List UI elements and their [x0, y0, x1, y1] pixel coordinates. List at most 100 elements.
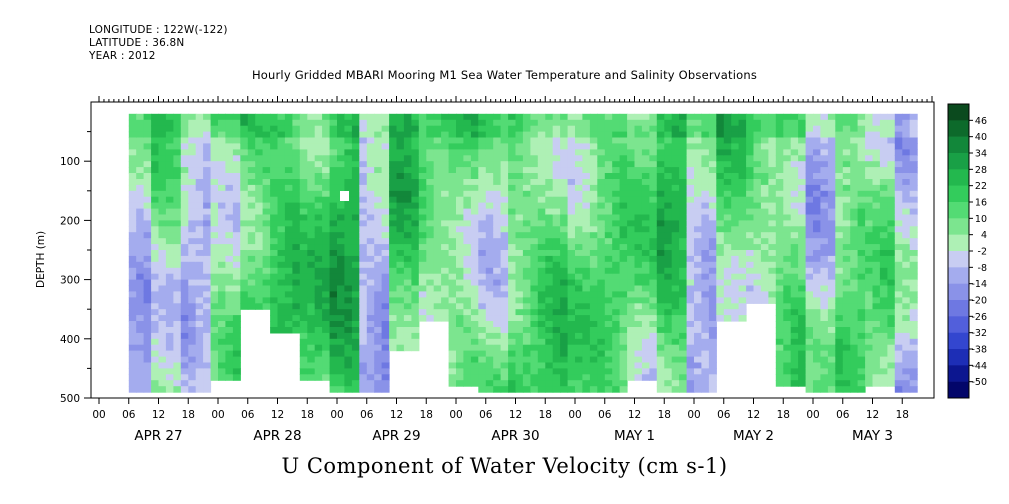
colorbar-swatch — [948, 185, 969, 203]
x-date-label: MAY 2 — [733, 428, 774, 444]
heat-cell — [723, 196, 732, 204]
heat-cell — [902, 125, 911, 133]
heat-cell — [820, 155, 829, 162]
heat-cell — [188, 279, 197, 287]
heat-cell — [694, 380, 702, 387]
heat-cell — [820, 161, 829, 168]
heat-cell — [887, 368, 896, 375]
heat-cell — [902, 356, 911, 364]
heat-cell — [441, 244, 450, 251]
heat-cell — [456, 332, 464, 340]
heat-cell — [820, 332, 829, 340]
heat-cell — [887, 179, 896, 186]
heat-cell — [545, 309, 554, 316]
heat-cell — [760, 279, 769, 287]
heat-cell — [515, 131, 524, 139]
heat-cell — [641, 131, 650, 139]
heat-cell — [225, 332, 234, 340]
heat-cell — [277, 167, 286, 174]
heat-cell — [865, 196, 874, 204]
heat-cell — [210, 179, 219, 186]
heat-cell — [813, 267, 821, 275]
heat-cell — [173, 344, 182, 352]
heat-cell — [232, 285, 241, 292]
heat-cell — [329, 196, 338, 204]
heat-cell — [731, 267, 740, 275]
heat-cell — [292, 238, 301, 245]
heat-cell — [641, 291, 650, 298]
heat-cell — [820, 297, 829, 304]
heat-cell — [522, 173, 531, 180]
heat-cell — [403, 125, 412, 133]
heat-cell — [470, 208, 479, 216]
heat-cell — [180, 179, 189, 186]
x-date-label: APR 27 — [134, 428, 182, 444]
heat-cell — [567, 184, 576, 192]
heat-cell — [560, 125, 569, 133]
heat-cell — [463, 131, 472, 139]
heat-cell — [798, 167, 807, 174]
heat-cell — [850, 362, 859, 369]
heat-cell — [143, 202, 152, 210]
heat-cell — [225, 356, 234, 364]
heat-cell — [835, 386, 844, 393]
heat-cell — [872, 226, 881, 233]
heat-cell — [664, 232, 673, 239]
heat-cell — [359, 303, 368, 310]
heat-cell — [374, 196, 383, 204]
heat-cell — [500, 244, 509, 251]
heat-cell — [478, 250, 487, 257]
heat-cell — [463, 179, 472, 186]
heat-cell — [493, 244, 502, 251]
heat-cell — [418, 273, 427, 281]
heat-cell — [441, 309, 450, 316]
heat-cell — [760, 179, 769, 186]
heat-cell — [746, 202, 755, 210]
heat-cell — [634, 279, 643, 287]
heat-cell — [403, 131, 412, 139]
heat-cell — [270, 321, 279, 328]
heat-cell — [463, 250, 472, 257]
heat-cell — [783, 321, 792, 328]
heat-cell — [515, 125, 524, 133]
heat-cell — [515, 380, 524, 387]
heat-cell — [143, 179, 152, 186]
heat-cell — [872, 179, 881, 186]
heat-cell — [582, 238, 591, 245]
x-tick-label: 18 — [539, 409, 552, 421]
heat-cell — [790, 261, 799, 269]
heat-cell — [597, 321, 606, 328]
heat-cell — [470, 291, 479, 298]
heat-cell — [158, 309, 167, 316]
heat-cell — [827, 143, 836, 150]
heat-cell — [470, 232, 479, 239]
heat-cell — [604, 214, 613, 221]
heat-cell — [158, 232, 167, 239]
heat-cell — [627, 327, 636, 334]
heat-cell — [887, 356, 896, 364]
heat-cell — [872, 131, 881, 139]
heat-cell — [448, 244, 457, 251]
heat-cell — [195, 125, 204, 133]
heat-cell — [708, 261, 717, 269]
heat-cell — [381, 368, 390, 375]
heat-cell — [634, 321, 643, 328]
heat-cell — [366, 220, 375, 227]
heat-cell — [284, 285, 293, 292]
heat-cell — [723, 202, 732, 210]
heat-cell — [879, 196, 888, 204]
heat-cell — [522, 208, 531, 216]
heat-cell — [485, 356, 494, 364]
heat-cell — [656, 255, 665, 263]
heat-cell — [619, 173, 628, 180]
heat-cell — [344, 321, 353, 328]
heat-cell — [426, 131, 435, 139]
heat-cell — [641, 338, 650, 346]
heat-cell — [805, 208, 814, 216]
heat-cell — [508, 303, 517, 310]
heat-cell — [805, 362, 814, 369]
heat-cell — [143, 131, 152, 139]
heat-cell — [671, 137, 680, 144]
heat-cell — [485, 208, 494, 216]
heat-cell — [597, 350, 606, 358]
